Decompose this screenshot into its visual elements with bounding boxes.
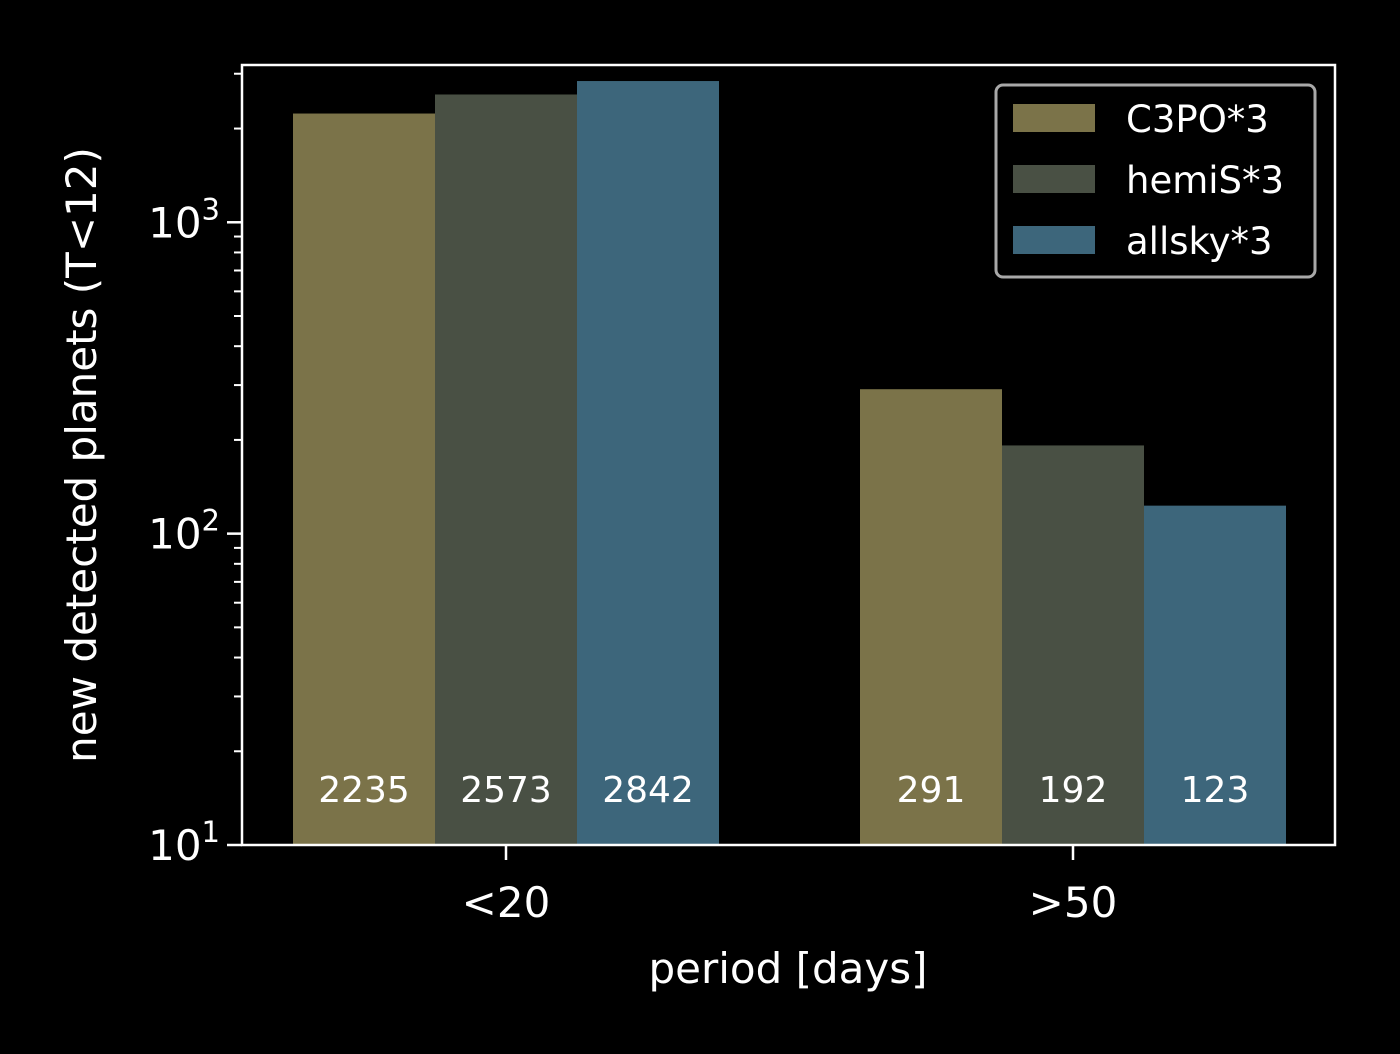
x-axis-label: period [days] xyxy=(648,944,927,993)
x-tick-label: >50 xyxy=(1029,878,1118,927)
legend-items: C3PO*3 hemiS*3 allsky*3 xyxy=(1013,98,1284,263)
plot-frame xyxy=(240,63,1337,847)
bars-layer xyxy=(293,81,1286,846)
data-label: 192 xyxy=(1039,770,1108,811)
bar-hemis3-1 xyxy=(1002,445,1144,845)
legend-swatch xyxy=(1013,165,1095,193)
y-tick-label: 101 xyxy=(148,815,220,870)
x-axis-ticks: <20 >50 xyxy=(462,845,1118,927)
data-label: 123 xyxy=(1181,770,1250,811)
legend-swatch xyxy=(1013,226,1095,254)
y-axis-ticks: 101 102 103 xyxy=(148,72,242,870)
legend: C3PO*3 hemiS*3 allsky*3 xyxy=(994,83,1317,279)
legend-label: hemiS*3 xyxy=(1126,159,1284,202)
bar-allsky3-1 xyxy=(1144,505,1286,845)
bar-c3po3-0 xyxy=(293,113,435,845)
legend-swatch xyxy=(1013,104,1095,132)
data-label: 2573 xyxy=(460,770,552,811)
bar-c3po3-1 xyxy=(860,389,1002,845)
legend-label: C3PO*3 xyxy=(1126,98,1269,141)
legend-label: allsky*3 xyxy=(1126,220,1273,263)
data-label: 2235 xyxy=(318,770,410,811)
bar-allsky3-0 xyxy=(577,81,719,846)
x-tick-label: <20 xyxy=(462,878,551,927)
data-label: 291 xyxy=(897,770,966,811)
data-labels-layer: 2235 291 2573 192 2842 123 xyxy=(318,770,1249,811)
bar-hemis3-0 xyxy=(435,94,577,845)
data-label: 2842 xyxy=(602,770,694,811)
y-tick-label: 102 xyxy=(148,504,220,559)
y-tick-label: 103 xyxy=(148,192,220,247)
y-axis-label: new detected planets (T<12) xyxy=(57,147,106,763)
